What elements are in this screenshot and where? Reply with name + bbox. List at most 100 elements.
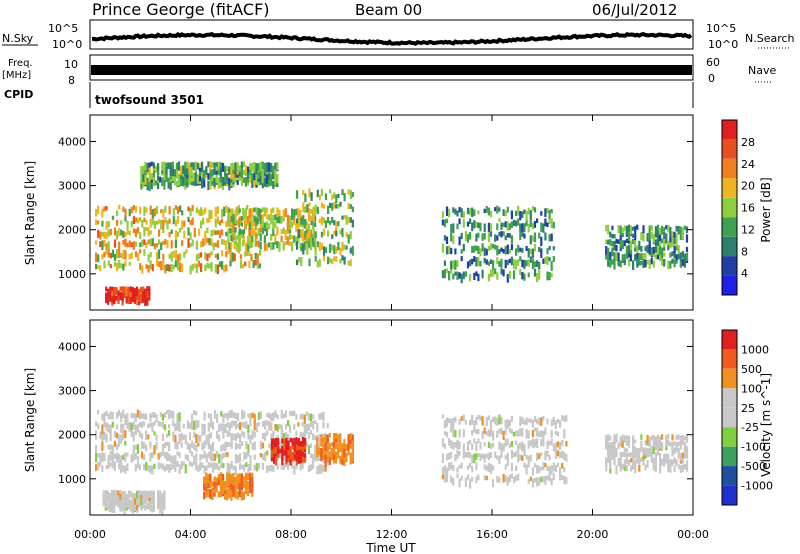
- echo-cell: [145, 264, 148, 269]
- echo-cell: [284, 424, 288, 430]
- echo-cell: [144, 296, 147, 306]
- echo-cell: [118, 410, 121, 417]
- colorbar-swatch: [722, 485, 737, 505]
- echo-cell: [527, 248, 530, 258]
- echo-cell: [665, 453, 668, 458]
- echo-cell: [169, 166, 172, 177]
- echo-cell: [533, 463, 537, 468]
- echo-cell: [232, 465, 235, 471]
- echo-cell: [105, 221, 108, 230]
- echo-cell: [291, 221, 294, 228]
- echo-cell: [681, 258, 684, 267]
- echo-cell: [654, 246, 657, 253]
- echo-cell: [305, 221, 308, 230]
- echo-cell: [683, 454, 686, 459]
- echo-cell: [224, 452, 227, 458]
- echo-cell: [136, 502, 139, 511]
- echo-cell: [111, 286, 114, 292]
- echo-cell: [214, 207, 217, 217]
- echo-cell: [611, 225, 614, 231]
- echo-cell: [226, 452, 229, 457]
- echo-cell: [121, 291, 124, 301]
- echo-cell: [184, 434, 187, 445]
- echo-cell: [677, 464, 680, 469]
- echo-cell: [163, 177, 166, 186]
- echo-cell: [213, 480, 216, 489]
- echo-cell: [149, 238, 152, 247]
- echo-cell: [117, 292, 120, 297]
- echo-cell: [623, 253, 626, 260]
- echo-cell: [659, 227, 662, 235]
- echo-cell: [289, 456, 292, 466]
- echo-cell: [138, 493, 141, 500]
- echo-cell: [272, 169, 275, 180]
- echo-cell: [546, 208, 549, 214]
- echo-cell: [178, 452, 181, 458]
- echo-cell: [214, 218, 217, 228]
- echo-cell: [236, 207, 239, 215]
- echo-cell: [556, 462, 560, 467]
- echo-cell: [143, 413, 146, 420]
- echo-cell: [667, 260, 670, 270]
- echo-cell: [301, 462, 304, 469]
- echo-cell: [309, 233, 312, 243]
- echo-cell: [190, 166, 193, 174]
- echo-cell: [134, 453, 137, 460]
- echo-cell: [138, 490, 141, 496]
- echo-cell: [456, 223, 459, 230]
- echo-cell: [293, 410, 296, 417]
- echo-cell: [343, 193, 346, 202]
- echo-cell: [443, 219, 446, 228]
- echo-cell: [226, 462, 229, 473]
- echo-cell: [613, 234, 616, 239]
- echo-cell: [448, 462, 451, 471]
- echo-cell: [140, 490, 143, 496]
- echo-cell: [548, 441, 551, 446]
- echo-cell: [335, 451, 338, 460]
- echo-cell: [146, 490, 149, 497]
- echo-cell: [489, 452, 493, 459]
- echo-cell: [111, 453, 114, 464]
- echo-cell: [124, 420, 127, 425]
- echo-cell: [462, 450, 465, 459]
- echo-cell: [469, 452, 472, 459]
- echo-cell: [533, 439, 537, 448]
- echo-cell: [301, 444, 305, 452]
- echo-cell: [249, 479, 252, 488]
- echo-cell: [536, 260, 539, 267]
- echo-cell: [268, 420, 271, 431]
- echo-cell: [230, 166, 233, 173]
- echo-cell: [234, 442, 237, 450]
- colorbar-tick-label: -1000: [741, 480, 773, 493]
- echo-cell: [629, 225, 633, 235]
- echo-cell: [303, 433, 306, 441]
- echo-cell: [213, 410, 217, 419]
- echo-cell: [179, 262, 182, 272]
- echo-cell: [183, 220, 186, 227]
- echo-cell: [466, 441, 470, 452]
- echo-cell: [263, 162, 266, 173]
- echo-cell: [199, 435, 202, 443]
- echo-cell: [485, 475, 488, 481]
- x-tick-label: 16:00: [476, 528, 508, 541]
- echo-cell: [679, 458, 682, 464]
- echo-cell: [154, 180, 158, 186]
- echo-cell: [161, 505, 164, 515]
- echo-cell: [506, 452, 509, 462]
- echo-cell: [151, 412, 154, 418]
- echo-cell: [656, 253, 660, 260]
- echo-cell: [318, 194, 321, 201]
- echo-cell: [242, 229, 245, 235]
- echo-cell: [217, 177, 220, 187]
- echo-cell: [239, 433, 242, 443]
- echo-cell: [556, 441, 560, 448]
- echo-cell: [349, 217, 352, 223]
- echo-cell: [213, 476, 216, 482]
- echo-cell: [349, 204, 352, 209]
- echo-cell: [519, 256, 522, 262]
- echo-cell: [654, 464, 657, 472]
- echo-cell: [303, 241, 306, 251]
- echo-cell: [140, 505, 143, 511]
- echo-cell: [500, 258, 503, 268]
- echo-cell: [297, 208, 300, 216]
